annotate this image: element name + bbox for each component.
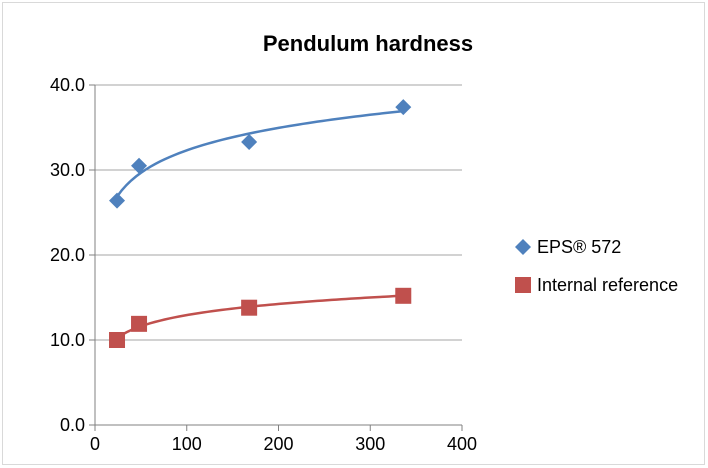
data-point [395,287,412,304]
series-1 [109,99,412,209]
x-tick-label: 300 [355,434,385,454]
series-2 [109,287,412,348]
data-point [131,315,148,332]
data-point [109,192,126,209]
x-tick-label: 400 [447,434,477,454]
trendline-1 [116,109,404,198]
y-tick-label: 40.0 [50,75,85,95]
legend-item-2: Internal reference [515,275,678,295]
y-tick-label: 20.0 [50,245,85,265]
trendline-2 [116,294,404,340]
legend: EPS® 572 Internal reference [515,237,678,295]
x-tick-label: 200 [263,434,293,454]
data-point [131,157,148,174]
data-point [241,299,258,316]
plot-series [109,99,412,348]
data-point [241,133,258,150]
legend-label: Internal reference [537,275,678,295]
gridlines [95,84,462,341]
legend-label: EPS® 572 [537,237,621,257]
axes: 0.0 10.0 20.0 30.0 40.0 0 100 200 300 400 [50,75,477,454]
legend-marker [515,239,531,255]
chart-title: Pendulum hardness [263,31,473,56]
data-point [109,332,126,348]
y-tick-label: 30.0 [50,160,85,180]
y-tick-label: 10.0 [50,330,85,350]
y-tick-label: 0.0 [60,415,85,435]
x-tick-label: 0 [90,434,100,454]
chart-svg: Pendulum hardness 0.0 10.0 20.0 30.0 40.0 0 10… [50,31,678,454]
data-point [395,99,412,116]
legend-marker [515,277,531,293]
legend-item-1: EPS® 572 [515,237,621,257]
x-tick-label: 100 [172,434,202,454]
